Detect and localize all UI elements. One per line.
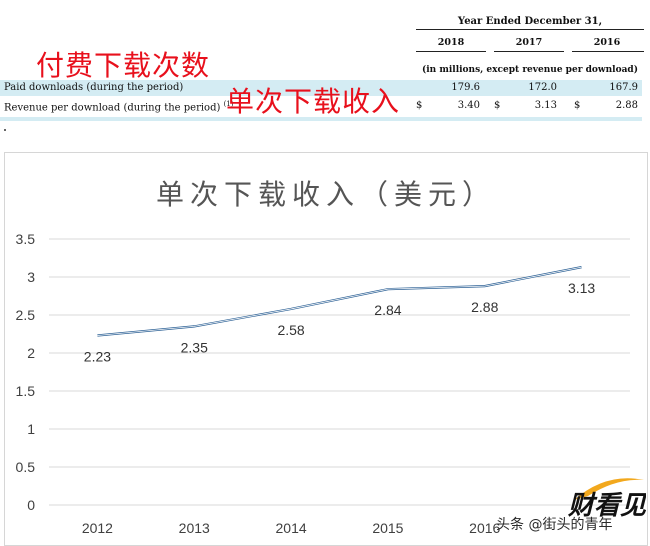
row-label-text: Revenue per download (during the period) <box>4 102 221 114</box>
currency-2018: $ <box>416 100 423 111</box>
y-tick-label: 1 <box>27 421 35 437</box>
chart-title: 单次下载收入（美元） <box>155 178 496 211</box>
currency-2017: $ <box>494 100 501 111</box>
annotation-revenue-per-download-cn: 单次下载收入 <box>226 85 401 118</box>
x-axis-ticks: 2012 2013 2014 2015 2016 <box>82 520 501 536</box>
table-row-revenue-per-download: Revenue per download (during the period)… <box>0 98 642 114</box>
data-label: 2.35 <box>181 339 208 355</box>
y-tick-label: 3 <box>27 269 35 285</box>
table-bottom-band <box>0 117 642 121</box>
data-label: 3.13 <box>568 280 595 296</box>
row-label: Paid downloads (during the period) <box>4 82 184 93</box>
watermark-text: 头条 @街头的青年 <box>496 517 613 533</box>
cell-2017: 3.13 <box>534 100 557 111</box>
year-rule-2018 <box>416 51 486 52</box>
gridlines <box>49 238 630 506</box>
financial-table: Year Ended December 31, 2018 2017 2016 (… <box>0 0 650 135</box>
x-tick-label: 2014 <box>276 520 307 536</box>
data-labels: 2.23 2.35 2.58 2.84 2.88 3.13 <box>84 280 596 364</box>
year-rule-2016 <box>572 51 644 52</box>
y-tick-label: 1.5 <box>16 383 36 399</box>
cell-2018: 179.6 <box>451 82 480 93</box>
data-label: 2.88 <box>471 299 498 315</box>
y-tick-label: 3.5 <box>16 231 36 247</box>
series-line-highlight <box>97 266 582 336</box>
x-tick-label: 2013 <box>179 520 210 536</box>
cell-2018: 3.40 <box>457 100 480 111</box>
year-col-2018: 2018 <box>437 37 465 48</box>
chart-plot: 0 0.5 1 1.5 2 2.5 3 3.5 2012 2013 2014 2015 2016 2.… <box>16 231 630 536</box>
cell-2016: 167.9 <box>609 82 638 93</box>
table-row-paid-downloads: Paid downloads (during the period) 179.6… <box>0 80 642 96</box>
line-chart: 单次下载收入（美元） 0 0.5 1 1.5 2 2.5 3 3.5 2012 2013 2014… <box>4 152 648 546</box>
y-tick-label: 0.5 <box>16 459 36 475</box>
cell-2016: 2.88 <box>615 100 638 111</box>
y-tick-label: 2.5 <box>16 307 36 323</box>
row-label: Revenue per download (during the period)… <box>4 100 233 113</box>
header-rule <box>416 29 644 30</box>
year-rule-2017 <box>494 51 564 52</box>
y-tick-label: 2 <box>27 345 35 361</box>
data-label: 2.23 <box>84 349 111 365</box>
series-revenue-per-download <box>97 266 582 337</box>
y-axis-ticks: 0 0.5 1 1.5 2 2.5 3 3.5 <box>16 231 36 513</box>
cell-2017: 172.0 <box>528 82 557 93</box>
data-label: 2.58 <box>277 322 304 338</box>
year-col-2017: 2017 <box>515 37 543 48</box>
footnote-marker: (1) <box>223 100 234 108</box>
data-label: 2.84 <box>374 302 401 318</box>
y-tick-label: 0 <box>27 497 35 513</box>
x-tick-label: 2016 <box>469 520 500 536</box>
logo-swoosh <box>574 478 644 500</box>
currency-2016: $ <box>574 100 581 111</box>
annotation-paid-downloads-cn: 付费下载次数 <box>36 49 211 82</box>
logo-text: 财看见 <box>567 490 646 520</box>
x-tick-label: 2012 <box>82 520 113 536</box>
units-note: (in millions, except revenue per downloa… <box>422 65 638 75</box>
stray-mark <box>4 129 6 131</box>
table-header-year-ended: Year Ended December 31, <box>457 16 603 27</box>
year-col-2016: 2016 <box>593 37 621 48</box>
watermark-logo: 财看见 <box>567 478 646 520</box>
x-tick-label: 2015 <box>372 520 403 536</box>
